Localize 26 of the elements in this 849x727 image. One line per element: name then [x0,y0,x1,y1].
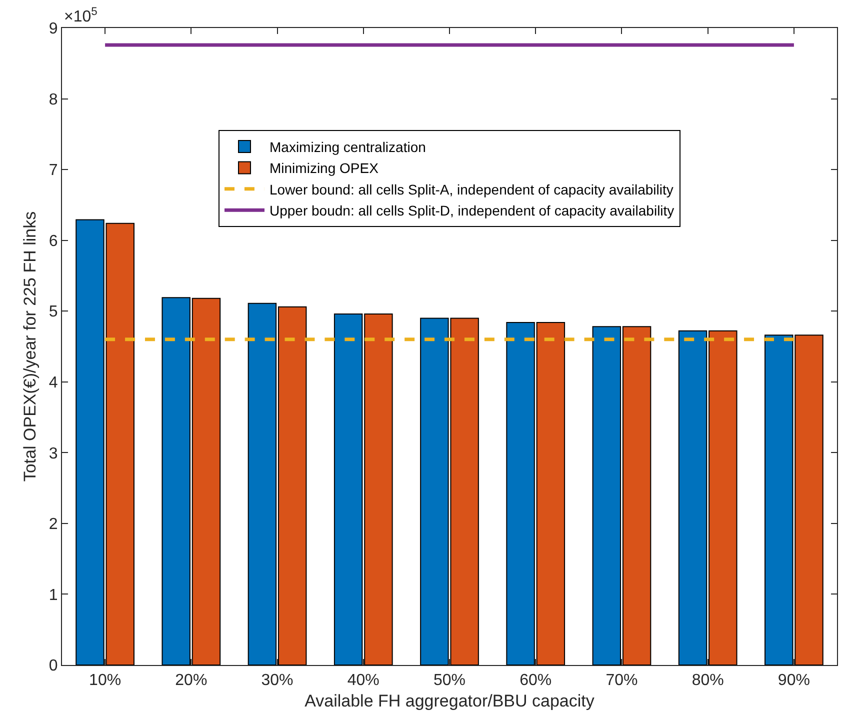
legend-label: Upper boudn: all cells Split-D, independent of capacity availability [270,202,674,219]
y-tick-label: 0 [48,658,58,675]
x-tick-label: 20% [175,672,208,690]
x-tick-label: 40% [347,672,380,690]
y-tick-label: 6 [48,232,58,250]
y-tick-label: 4 [48,374,58,392]
text: ×10$^{5}$ [64,6,98,26]
x-axis-title: Available FH aggregator/BBU capacity [304,692,595,711]
x-tick-label: 90% [778,672,810,690]
legend-label: Minimizing OPEX [270,160,380,176]
y-tick-label: 2 [48,516,58,534]
legend-label: Maximizing centralization [270,138,426,155]
y-tick-label: 5 [48,304,58,321]
legend-label: Lower bound: all cells Split-A, independent of capacity availability [270,181,674,198]
y-tick-label: 9 [48,20,58,38]
y-tick-label: 1 [48,586,58,604]
x-tick-label: 30% [261,672,294,690]
y-tick-label: 7 [48,162,58,180]
y-tick-label: 8 [48,91,58,108]
y-axis-title: Total OPEX(€)/year for 225 FH links [20,211,40,482]
x-tick-label: 50% [433,672,466,690]
x-tick-label: 80% [692,672,724,690]
x-tick-label: 60% [520,672,552,690]
y-tick-label: 3 [48,445,58,462]
x-tick-label: 70% [606,672,638,690]
x-tick-label: 10% [89,672,122,690]
